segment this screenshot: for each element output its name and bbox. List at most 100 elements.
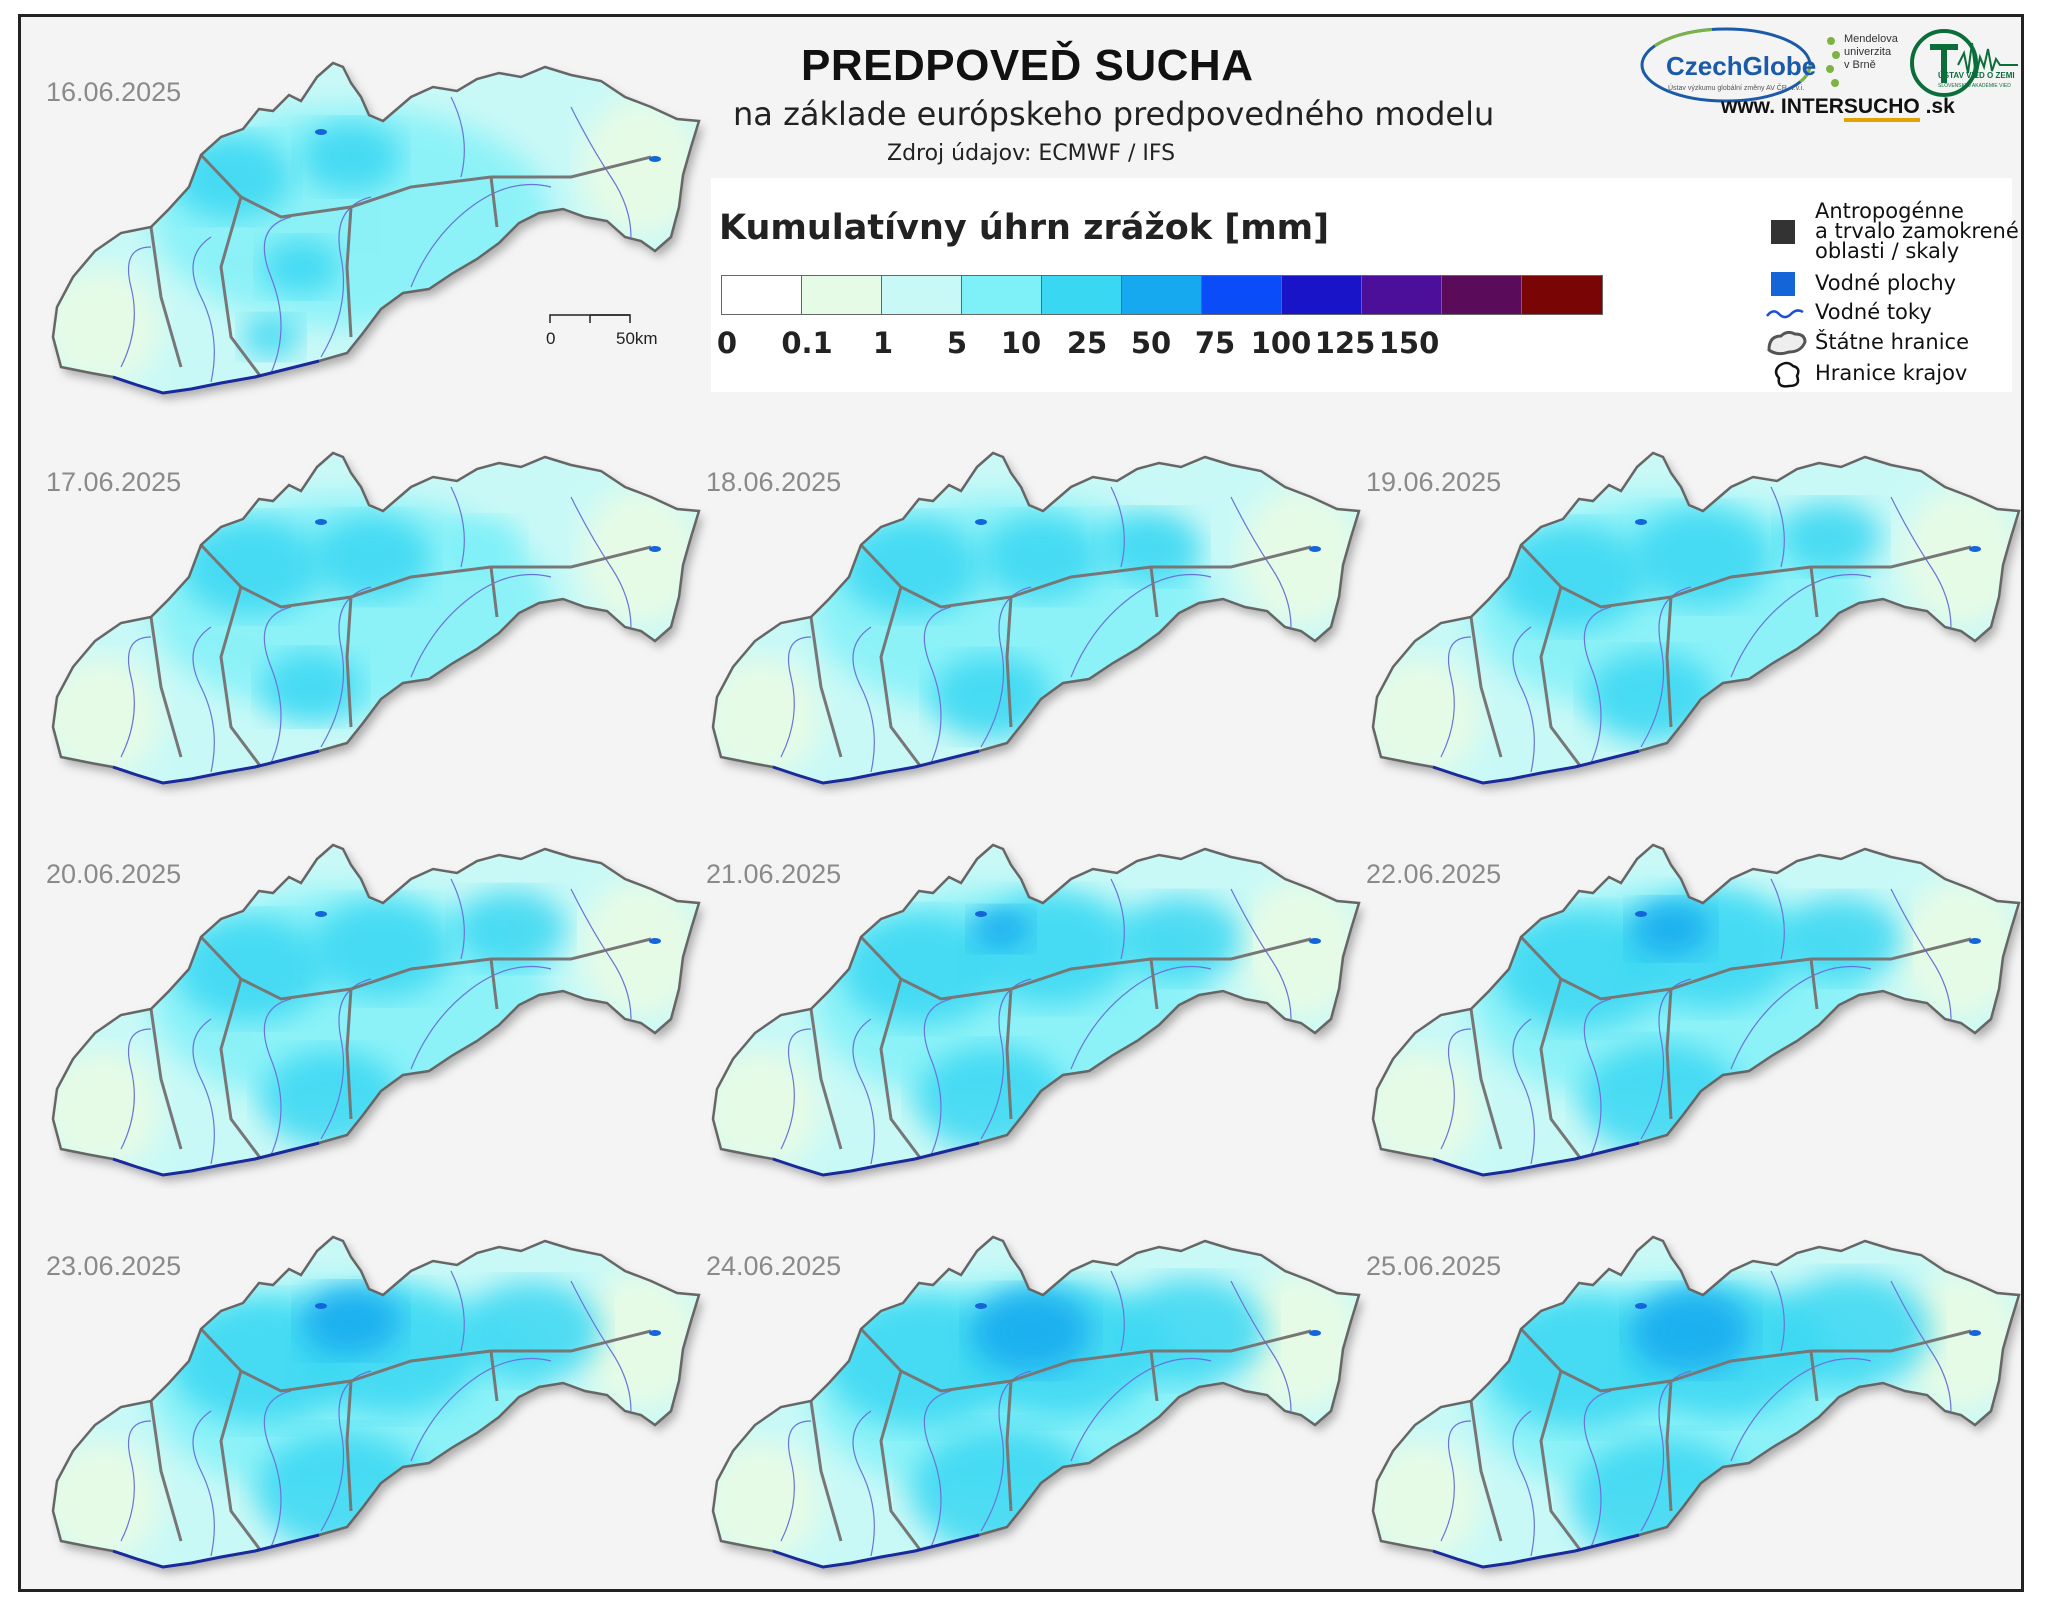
color-bar-tick-label: 125: [1314, 326, 1376, 360]
precip-blob: [301, 122, 401, 192]
precip-blob: [456, 890, 566, 968]
region-border-line: [1809, 958, 1819, 1010]
region-border-line: [1665, 988, 1673, 1120]
color-bar-tick-label: 0.1: [781, 326, 833, 360]
region-border-line: [1539, 978, 1583, 1160]
legend-anthro-line3: oblasti / skaly: [1815, 239, 1960, 263]
river-line: [1110, 878, 1125, 960]
precip-blob: [1631, 901, 1711, 957]
website-link[interactable]: www. INTERSUCHO .sk: [1721, 95, 1955, 122]
river-line: [1512, 626, 1535, 773]
river-line: [1110, 1270, 1125, 1352]
state-border-line: [711, 843, 1361, 1177]
state-border-line: [51, 451, 701, 785]
precip-blob: [1631, 1289, 1751, 1373]
river-line: [852, 1410, 875, 1557]
river-line: [1890, 496, 1952, 628]
region-border-line: [489, 1350, 499, 1402]
precip-area-east: [1901, 487, 2019, 627]
color-bar-swatch: [1362, 276, 1442, 314]
color-bar-swatch: [962, 276, 1042, 314]
czechglobe-logo-subtext: Ústav výzkumu globální změny AV ČR, v.v.…: [1668, 85, 1805, 92]
scale-bar: 0 50km: [546, 311, 658, 361]
water-body: [1309, 1330, 1321, 1336]
data-source: Zdroj údajov: ECMWF / IFS: [887, 141, 1176, 166]
region-border-line: [879, 1370, 923, 1552]
river-line: [1770, 878, 1785, 960]
slovakia-map-svg: [1371, 451, 2021, 785]
river-line: [923, 1390, 952, 1548]
region-border-line: [1149, 958, 1159, 1010]
uvz-logo-text: ÚSTAV VIED O ZEMI: [1938, 71, 2015, 80]
river-line: [120, 246, 152, 368]
precip-area-west: [53, 1049, 161, 1169]
danube-river: [772, 749, 980, 785]
precip-blob: [1781, 502, 1881, 572]
mendel-line-2: univerzita: [1844, 46, 1892, 58]
slovakia-map-svg: [1371, 843, 2021, 1177]
mendel-logo: Mendelova univerzita v Brně: [1824, 33, 1906, 103]
legend-water-bodies: Vodné plochy: [1815, 271, 1957, 295]
danube-river: [1432, 1141, 1640, 1177]
river-line: [450, 1270, 465, 1352]
precip-blob: [1116, 1278, 1266, 1384]
river-line: [570, 888, 632, 1020]
river-line: [1730, 1358, 1872, 1462]
precip-area-west: [53, 657, 161, 777]
region-border-line: [809, 616, 843, 758]
czechglobe-logo-text: CzechGlobe: [1666, 51, 1817, 81]
precip-area-east: [1901, 1271, 2019, 1411]
map-date-label: 22.06.2025: [1366, 859, 1502, 889]
precip-area-east: [581, 97, 699, 237]
danube-river: [112, 359, 320, 395]
river-line: [1512, 1018, 1535, 1165]
precip-area-west: [1373, 1441, 1481, 1561]
precip-blob: [311, 515, 431, 599]
river-line: [1230, 888, 1292, 1020]
slovakia-map-svg: [51, 61, 701, 395]
website-prefix: www. INTER: [1721, 95, 1844, 118]
precip-blob: [971, 1289, 1091, 1373]
precip-blob: [461, 1282, 601, 1380]
precip-area-east: [1241, 879, 1359, 1019]
precip-area-east: [581, 487, 699, 627]
legend-rivers: Vodné toky: [1815, 300, 1932, 324]
river-line: [1583, 606, 1612, 764]
forecast-map: [51, 1211, 711, 1581]
forecast-map: [711, 427, 1371, 797]
forecast-map: [711, 1211, 1371, 1581]
region-border-line: [879, 978, 923, 1160]
water-body: [1635, 519, 1647, 525]
water-body: [315, 519, 327, 525]
region-border-line: [1469, 616, 1503, 758]
water-body: [1309, 546, 1321, 552]
state-border-line: [711, 451, 1361, 785]
region-border-line: [489, 176, 499, 228]
danube-river: [1432, 1533, 1640, 1569]
region-border-line: [1519, 543, 1972, 609]
website-suffix: .sk: [1919, 95, 1955, 118]
river-line: [120, 1420, 152, 1542]
region-border-line: [1519, 1327, 1972, 1393]
region-border-line: [199, 543, 652, 609]
precip-blob: [256, 1431, 426, 1551]
river-line: [923, 998, 952, 1156]
region-border-line: [1665, 1380, 1673, 1512]
water-body: [1635, 911, 1647, 917]
map-date-label: 18.06.2025: [706, 467, 842, 497]
river-line: [570, 496, 632, 628]
slovakia-map-svg: [51, 1235, 701, 1569]
water-body: [1309, 938, 1321, 944]
region-border-line: [1469, 1400, 1503, 1542]
river-line: [192, 1410, 215, 1557]
region-border-line: [1149, 566, 1159, 618]
river-line: [1890, 1280, 1952, 1412]
river-line: [570, 106, 632, 238]
precip-blob: [1121, 897, 1241, 981]
region-border-line: [219, 586, 263, 768]
river-line: [410, 1358, 552, 1462]
river-line: [1440, 1420, 1472, 1542]
water-body: [315, 911, 327, 917]
region-border-line: [149, 616, 183, 758]
river-line: [1770, 1270, 1785, 1352]
